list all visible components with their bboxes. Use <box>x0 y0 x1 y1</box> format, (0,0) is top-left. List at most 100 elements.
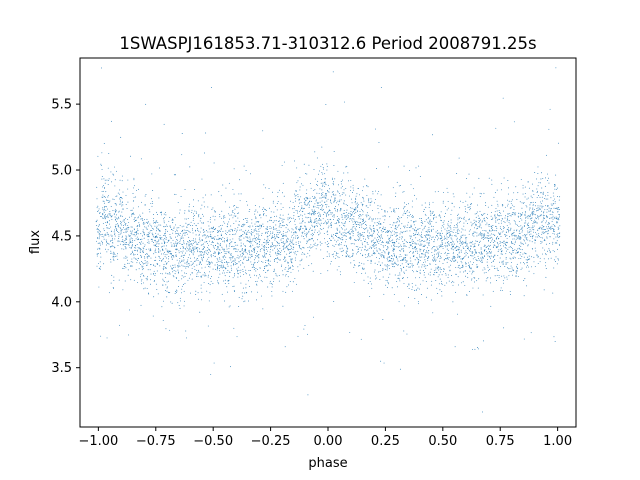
data-point <box>385 265 387 267</box>
data-point <box>263 249 265 251</box>
data-point <box>348 180 349 182</box>
data-point <box>500 232 502 234</box>
data-point <box>375 278 377 280</box>
data-point <box>163 266 165 268</box>
data-point <box>470 229 471 231</box>
data-point <box>121 235 123 237</box>
data-point <box>214 268 216 270</box>
data-point <box>326 165 328 167</box>
data-point <box>281 233 283 235</box>
data-point <box>272 232 274 234</box>
data-point <box>388 264 390 266</box>
data-point <box>503 240 505 242</box>
data-point <box>424 220 426 222</box>
data-point <box>486 252 488 254</box>
data-point <box>502 262 504 264</box>
data-point <box>418 259 420 261</box>
data-point <box>309 212 311 214</box>
data-point <box>470 267 472 269</box>
data-point <box>403 225 405 227</box>
data-point <box>110 234 112 236</box>
data-point <box>217 265 219 267</box>
data-point <box>340 227 342 229</box>
data-point <box>286 253 288 255</box>
data-point <box>449 233 451 235</box>
data-point <box>388 242 389 243</box>
data-point <box>241 298 243 300</box>
data-point <box>387 252 389 254</box>
data-point <box>281 220 283 222</box>
data-point <box>254 238 256 239</box>
data-point <box>362 221 364 222</box>
data-point <box>153 270 155 272</box>
data-point <box>249 238 251 240</box>
data-point <box>357 246 359 248</box>
data-point <box>376 224 378 226</box>
data-point <box>423 249 425 251</box>
data-point <box>264 253 266 255</box>
data-point <box>431 280 433 282</box>
data-point <box>174 293 176 294</box>
data-point <box>365 246 367 248</box>
data-point <box>330 261 332 263</box>
data-point <box>312 226 314 228</box>
data-point <box>475 249 477 251</box>
data-point <box>101 152 103 154</box>
data-point <box>417 234 419 236</box>
data-point <box>432 226 434 228</box>
data-point <box>433 217 434 219</box>
data-point <box>465 242 467 244</box>
data-point <box>263 270 265 272</box>
data-point <box>266 240 267 242</box>
data-point <box>331 191 333 193</box>
data-point <box>455 232 457 233</box>
data-point <box>154 250 156 251</box>
data-point <box>179 243 181 244</box>
data-point <box>435 264 437 265</box>
data-point <box>114 229 115 231</box>
data-point <box>122 220 124 222</box>
data-point <box>130 242 132 243</box>
data-point <box>133 213 135 215</box>
data-point <box>379 271 381 272</box>
data-point <box>158 239 160 241</box>
data-point <box>221 234 222 236</box>
data-point <box>411 289 413 290</box>
data-point <box>245 272 246 274</box>
data-point <box>165 328 167 330</box>
data-point <box>207 258 208 260</box>
data-point <box>148 209 150 211</box>
data-point <box>272 235 273 237</box>
data-point <box>270 227 272 229</box>
data-point <box>189 203 190 205</box>
data-point <box>113 213 115 215</box>
data-point <box>457 213 459 215</box>
data-point <box>284 251 286 253</box>
data-point <box>275 206 276 208</box>
data-point <box>387 260 389 262</box>
data-point <box>181 133 183 134</box>
data-point <box>459 267 461 269</box>
data-point <box>242 287 244 289</box>
data-point <box>485 246 487 248</box>
data-point <box>468 230 470 232</box>
data-point <box>209 292 211 294</box>
data-point <box>233 215 235 217</box>
data-point <box>189 246 191 247</box>
data-point <box>101 176 103 178</box>
data-point <box>114 219 116 221</box>
data-point <box>427 217 429 219</box>
data-point <box>393 243 395 245</box>
data-point <box>107 216 109 218</box>
data-point <box>489 248 491 250</box>
data-point <box>458 222 460 224</box>
data-point <box>112 210 114 211</box>
data-point <box>320 272 322 274</box>
data-point <box>208 228 210 230</box>
data-point <box>251 291 253 293</box>
data-point <box>336 241 337 243</box>
data-point <box>508 220 510 221</box>
data-point <box>179 297 181 299</box>
data-point <box>148 248 150 250</box>
data-point <box>439 214 440 216</box>
